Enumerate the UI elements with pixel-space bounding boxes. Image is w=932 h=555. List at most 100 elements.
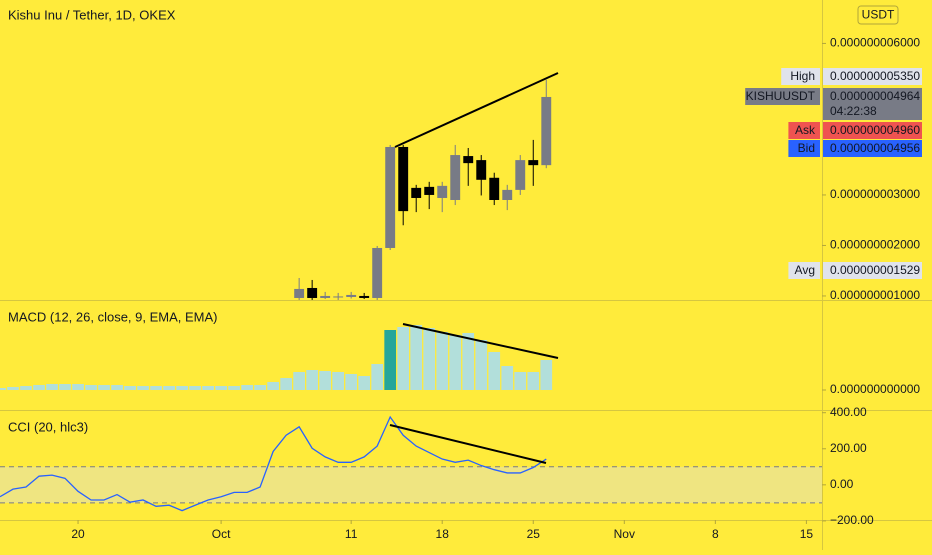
candle-body (398, 146, 409, 212)
histogram-bar (371, 364, 384, 390)
price-value-box (823, 122, 922, 139)
histogram-bar (501, 366, 514, 390)
trend-line (402, 323, 559, 359)
histogram-bar (332, 372, 345, 390)
y-tick-label: 0.000000000000 (830, 382, 920, 396)
histogram-bar (540, 360, 553, 390)
y-tick-label: 200.00 (830, 441, 867, 455)
histogram-bar (241, 385, 253, 390)
candle-body (528, 160, 539, 166)
histogram-bar (527, 372, 540, 390)
x-tick-label: 18 (436, 527, 450, 541)
price-value-box (823, 140, 922, 157)
histogram-bar (85, 385, 97, 390)
y-tick-label: 0.000000001000 (830, 288, 920, 302)
histogram-bar (124, 386, 136, 390)
histogram-bar (228, 386, 240, 390)
price-tag-name: KISHUUSDT (746, 89, 816, 103)
candle-body (294, 288, 305, 298)
y-tick-label: 0.00 (830, 477, 854, 491)
price-value: 0.000000005350 (830, 69, 920, 83)
indicator-title: MACD (12, 26, close, 9, EMA, EMA) (8, 309, 218, 324)
x-tick-label: 15 (800, 527, 814, 541)
histogram-bar (72, 384, 84, 390)
histogram-bar (319, 371, 332, 390)
x-tick-label: 20 (71, 527, 85, 541)
histogram-bar (150, 386, 162, 390)
histogram-bar (215, 386, 227, 390)
histogram-bar (98, 385, 110, 390)
candle-body (502, 189, 513, 200)
candle-body (437, 185, 448, 198)
indicator-title: CCI (20, hlc3) (8, 419, 88, 434)
countdown: 04:22:38 (830, 104, 877, 118)
candle-body (450, 155, 461, 200)
histogram-bar (267, 382, 279, 390)
price-tag (781, 68, 820, 85)
cci-line (0, 415, 547, 512)
y-tick-label: −200.00 (830, 513, 874, 527)
candle-body (320, 295, 331, 298)
histogram-bar (20, 386, 32, 390)
price-value-box (823, 68, 922, 85)
histogram-bar (384, 330, 397, 390)
price-tag-name: High (790, 69, 815, 83)
price-tag-name: Bid (798, 141, 815, 155)
histogram-bar (7, 387, 19, 390)
candle-body (541, 96, 552, 166)
candle-body (515, 160, 526, 190)
price-tag (788, 262, 820, 279)
currency-label: USDT (862, 8, 895, 22)
histogram-bar (345, 374, 358, 390)
histogram-bar (280, 378, 292, 390)
y-tick-label: 0.000000002000 (830, 238, 920, 252)
histogram-bar (475, 340, 488, 390)
histogram-bar (488, 352, 501, 390)
price-tag (788, 122, 820, 139)
histogram-bar (202, 386, 214, 390)
x-tick-label: 8 (712, 527, 719, 541)
currency-button[interactable] (857, 5, 899, 25)
histogram-bar (0, 388, 6, 390)
price-tag-name: Avg (795, 263, 815, 277)
price-tag (788, 140, 820, 157)
histogram-bar (410, 325, 423, 390)
candle-body (346, 294, 357, 297)
histogram-bar (163, 386, 175, 390)
trend-line (389, 424, 547, 464)
candle-body (463, 156, 474, 164)
histogram-bar (46, 384, 58, 390)
histogram-bar (449, 335, 462, 390)
histogram-bar (436, 332, 449, 390)
histogram-bar (462, 333, 475, 390)
histogram-bar (358, 376, 371, 390)
y-tick-label: 0.000000003000 (830, 187, 920, 201)
candle-body (424, 186, 435, 195)
candle-body (333, 296, 344, 298)
price-tag-name: Ask (795, 123, 816, 137)
plot: 0.000000001000 0.000000002000 0.0000000030… (0, 36, 922, 541)
histogram-bar (176, 386, 188, 390)
price-value-box (823, 262, 922, 279)
candle-body (411, 187, 422, 198)
histogram-bar (306, 370, 319, 390)
histogram-bar (293, 372, 305, 390)
x-tick-label: 11 (345, 527, 358, 541)
histogram-bar (397, 327, 410, 390)
histogram-bar (514, 372, 527, 390)
histogram-bar (189, 386, 201, 390)
x-tick-label: 25 (527, 527, 541, 541)
histogram-bar (111, 385, 123, 390)
x-tick-label: Oct (212, 527, 231, 541)
candle-body (476, 160, 487, 180)
histogram-bar (254, 385, 266, 390)
y-tick-label: 0.000000006000 (830, 36, 920, 50)
price-value: 0.000000004960 (830, 123, 920, 137)
candle-body (489, 177, 500, 200)
price-tag (745, 88, 820, 105)
candle-body (359, 295, 370, 298)
chart-title: Kishu Inu / Tether, 1D, OKEX (8, 7, 176, 22)
x-tick-label: Nov (614, 527, 635, 541)
candle-body (385, 146, 396, 248)
